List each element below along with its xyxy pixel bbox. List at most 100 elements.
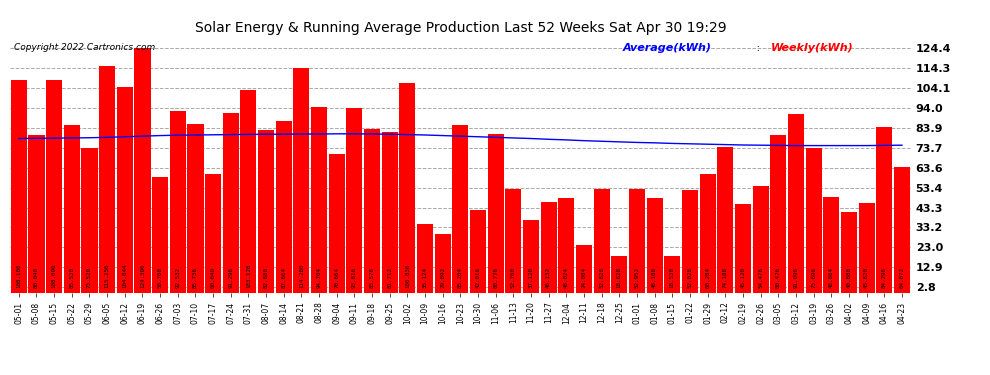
Text: 74.188: 74.188: [723, 267, 728, 288]
Text: 124.396: 124.396: [140, 263, 145, 288]
Bar: [576, 245, 592, 292]
Bar: [876, 127, 892, 292]
Text: 37.120: 37.120: [529, 267, 534, 288]
Text: 48.024: 48.024: [564, 267, 569, 288]
Bar: [806, 148, 822, 292]
Text: 64.072: 64.072: [900, 267, 905, 288]
Bar: [169, 111, 186, 292]
Text: Copyright 2022 Cartronics.com: Copyright 2022 Cartronics.com: [15, 43, 155, 52]
Bar: [223, 113, 239, 292]
Text: 18.828: 18.828: [617, 267, 622, 288]
Text: 29.892: 29.892: [441, 267, 446, 288]
Bar: [664, 256, 680, 292]
Bar: [364, 129, 380, 292]
Bar: [752, 186, 769, 292]
Text: 48.864: 48.864: [829, 267, 834, 288]
Bar: [11, 81, 27, 292]
Text: 35.124: 35.124: [423, 267, 428, 288]
Text: :: :: [753, 43, 763, 52]
Text: 91.296: 91.296: [229, 267, 234, 288]
Bar: [646, 198, 662, 292]
Bar: [894, 167, 910, 292]
Bar: [81, 148, 98, 292]
Bar: [435, 234, 450, 292]
Text: 91.096: 91.096: [793, 267, 799, 288]
Text: 92.532: 92.532: [175, 267, 180, 288]
Text: 73.696: 73.696: [811, 267, 816, 288]
Text: 42.016: 42.016: [475, 267, 480, 288]
Text: 46.132: 46.132: [546, 267, 551, 288]
Text: 52.028: 52.028: [687, 267, 692, 288]
Bar: [452, 125, 468, 292]
Text: 93.816: 93.816: [351, 267, 356, 288]
Bar: [151, 177, 168, 292]
Text: 45.820: 45.820: [864, 267, 869, 288]
Bar: [505, 189, 522, 292]
Text: 24.084: 24.084: [581, 267, 586, 288]
Bar: [487, 134, 504, 292]
Text: 94.704: 94.704: [317, 267, 322, 288]
Text: 58.708: 58.708: [157, 267, 162, 288]
Text: 52.952: 52.952: [635, 267, 640, 288]
Text: 104.844: 104.844: [122, 263, 128, 288]
Text: 52.828: 52.828: [599, 267, 604, 288]
Text: 60.640: 60.640: [211, 267, 216, 288]
Text: 54.476: 54.476: [758, 267, 763, 288]
Text: 85.736: 85.736: [193, 267, 198, 288]
Bar: [29, 135, 45, 292]
Text: Average(kWh): Average(kWh): [623, 43, 712, 52]
Text: 85.204: 85.204: [457, 267, 463, 288]
Text: 48.188: 48.188: [652, 267, 657, 288]
Bar: [841, 212, 857, 292]
Text: 70.664: 70.664: [335, 267, 340, 288]
Bar: [63, 125, 80, 292]
Bar: [823, 196, 840, 292]
Text: 114.280: 114.280: [299, 263, 304, 288]
Bar: [46, 81, 62, 292]
Bar: [346, 108, 362, 292]
Bar: [205, 174, 221, 292]
Bar: [700, 174, 716, 292]
Bar: [470, 210, 486, 292]
Text: 106.836: 106.836: [405, 263, 410, 288]
Bar: [788, 114, 804, 292]
Text: 83.576: 83.576: [369, 267, 374, 288]
Text: 52.760: 52.760: [511, 267, 516, 288]
Text: 40.888: 40.888: [846, 267, 851, 288]
Bar: [381, 132, 398, 292]
Text: 81.712: 81.712: [387, 267, 392, 288]
Bar: [329, 154, 345, 292]
Bar: [735, 204, 751, 292]
Bar: [311, 107, 327, 292]
Text: 18.528: 18.528: [670, 267, 675, 288]
Text: 85.520: 85.520: [69, 267, 74, 288]
Bar: [558, 198, 574, 292]
Bar: [594, 189, 610, 292]
Text: 87.664: 87.664: [281, 267, 286, 288]
Title: Solar Energy & Running Average Production Last 52 Weeks Sat Apr 30 19:29: Solar Energy & Running Average Productio…: [195, 21, 726, 35]
Text: 45.120: 45.120: [741, 267, 745, 288]
Bar: [717, 147, 734, 292]
Text: 84.296: 84.296: [882, 267, 887, 288]
Bar: [611, 256, 628, 292]
Bar: [858, 202, 875, 292]
Text: 80.476: 80.476: [776, 267, 781, 288]
Bar: [682, 190, 698, 292]
Text: 82.880: 82.880: [263, 267, 268, 288]
Bar: [99, 66, 115, 292]
Bar: [770, 135, 786, 292]
Text: 60.284: 60.284: [705, 267, 710, 288]
Bar: [399, 83, 416, 292]
Bar: [629, 189, 645, 292]
Bar: [258, 130, 274, 292]
Bar: [135, 48, 150, 292]
Bar: [417, 224, 434, 292]
Bar: [275, 120, 292, 292]
Bar: [117, 87, 133, 292]
Text: 115.256: 115.256: [105, 263, 110, 288]
Text: 103.128: 103.128: [246, 263, 250, 288]
Text: 80.040: 80.040: [34, 267, 39, 288]
Bar: [187, 124, 204, 292]
Bar: [523, 220, 540, 292]
Text: 108.108: 108.108: [16, 263, 21, 288]
